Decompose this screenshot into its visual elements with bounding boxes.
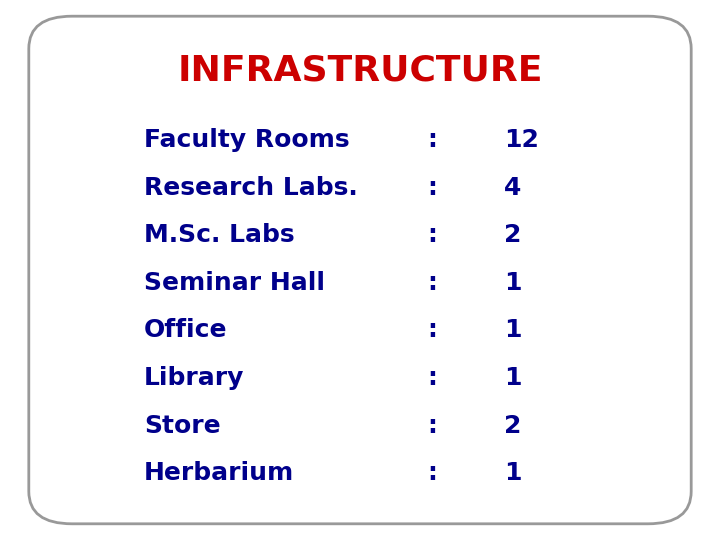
Text: 1: 1 — [504, 461, 521, 485]
Text: Research Labs.: Research Labs. — [144, 176, 358, 200]
Text: :: : — [427, 366, 437, 390]
Text: :: : — [427, 461, 437, 485]
Text: :: : — [427, 129, 437, 152]
Text: 4: 4 — [504, 176, 521, 200]
Text: :: : — [427, 414, 437, 437]
Text: 1: 1 — [504, 366, 521, 390]
Text: Library: Library — [144, 366, 244, 390]
Text: Store: Store — [144, 414, 220, 437]
Text: :: : — [427, 319, 437, 342]
Text: 12: 12 — [504, 129, 539, 152]
Text: Herbarium: Herbarium — [144, 461, 294, 485]
Text: M.Sc. Labs: M.Sc. Labs — [144, 224, 294, 247]
Text: :: : — [427, 224, 437, 247]
Text: Seminar Hall: Seminar Hall — [144, 271, 325, 295]
Text: 2: 2 — [504, 414, 521, 437]
Text: 1: 1 — [504, 271, 521, 295]
Text: 1: 1 — [504, 319, 521, 342]
Text: Faculty Rooms: Faculty Rooms — [144, 129, 350, 152]
Text: Office: Office — [144, 319, 228, 342]
Text: :: : — [427, 176, 437, 200]
FancyBboxPatch shape — [29, 16, 691, 524]
Text: 2: 2 — [504, 224, 521, 247]
Text: INFRASTRUCTURE: INFRASTRUCTURE — [177, 53, 543, 87]
Text: :: : — [427, 271, 437, 295]
